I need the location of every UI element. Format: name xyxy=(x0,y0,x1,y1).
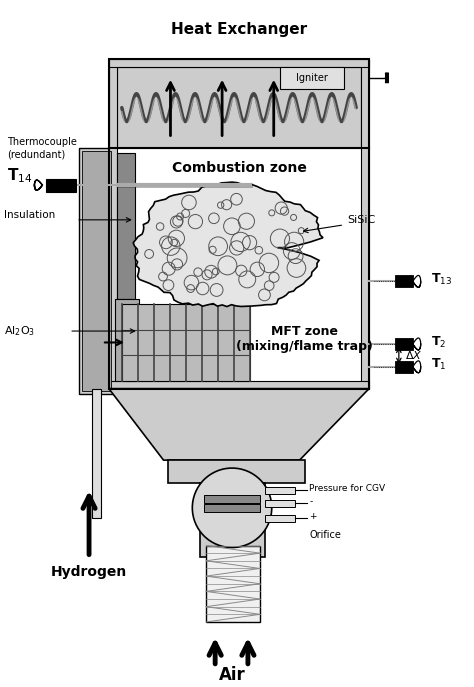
Bar xyxy=(91,389,101,518)
Text: Air: Air xyxy=(219,666,246,684)
Bar xyxy=(115,300,139,381)
Text: +: + xyxy=(310,513,317,521)
Text: Igniter: Igniter xyxy=(296,73,328,83)
Text: Al$_2$O$_3$: Al$_2$O$_3$ xyxy=(4,324,35,338)
Text: Combustion zone: Combustion zone xyxy=(172,161,306,175)
Text: Pressure for CGV: Pressure for CGV xyxy=(310,484,386,493)
Text: Hydrogen: Hydrogen xyxy=(51,565,127,579)
Text: $\mathbf{T}_{14}$: $\mathbf{T}_{14}$ xyxy=(7,167,32,185)
Text: Thermocouple
(redundant): Thermocouple (redundant) xyxy=(7,137,76,159)
Text: Orifice: Orifice xyxy=(310,530,341,539)
Text: MFT zone
(mixing/flame trap): MFT zone (mixing/flame trap) xyxy=(236,325,373,353)
Bar xyxy=(168,460,304,483)
Circle shape xyxy=(192,468,272,548)
Text: Insulation: Insulation xyxy=(4,210,55,220)
Text: $\mathbf{T}_{13}$: $\mathbf{T}_{13}$ xyxy=(430,272,452,287)
Text: Heat Exchanger: Heat Exchanger xyxy=(171,22,307,36)
Bar xyxy=(265,515,294,521)
Text: SiSiC: SiSiC xyxy=(347,215,375,225)
Bar xyxy=(109,381,369,389)
Polygon shape xyxy=(133,182,323,306)
Bar xyxy=(361,59,369,389)
Bar xyxy=(117,67,361,148)
Bar xyxy=(265,500,294,507)
Bar xyxy=(122,304,250,381)
Bar xyxy=(395,275,413,287)
Bar xyxy=(200,483,265,557)
Text: $\mathbf{T}_{1}$: $\mathbf{T}_{1}$ xyxy=(430,357,446,372)
Bar xyxy=(117,153,135,300)
Bar xyxy=(395,361,413,373)
Bar xyxy=(204,504,260,512)
Bar xyxy=(265,487,294,494)
Text: $\Delta X$: $\Delta X$ xyxy=(405,349,422,361)
Bar xyxy=(46,179,76,192)
Bar xyxy=(395,338,413,350)
Bar xyxy=(204,495,260,503)
Polygon shape xyxy=(109,389,369,460)
Bar xyxy=(206,545,260,622)
Bar xyxy=(82,151,111,391)
Bar xyxy=(79,148,114,394)
Bar xyxy=(109,59,369,67)
Bar xyxy=(280,67,344,89)
Bar xyxy=(109,59,369,389)
Bar xyxy=(109,59,117,389)
Text: $\mathbf{T}_{2}$: $\mathbf{T}_{2}$ xyxy=(430,335,446,350)
Text: -: - xyxy=(310,497,313,506)
